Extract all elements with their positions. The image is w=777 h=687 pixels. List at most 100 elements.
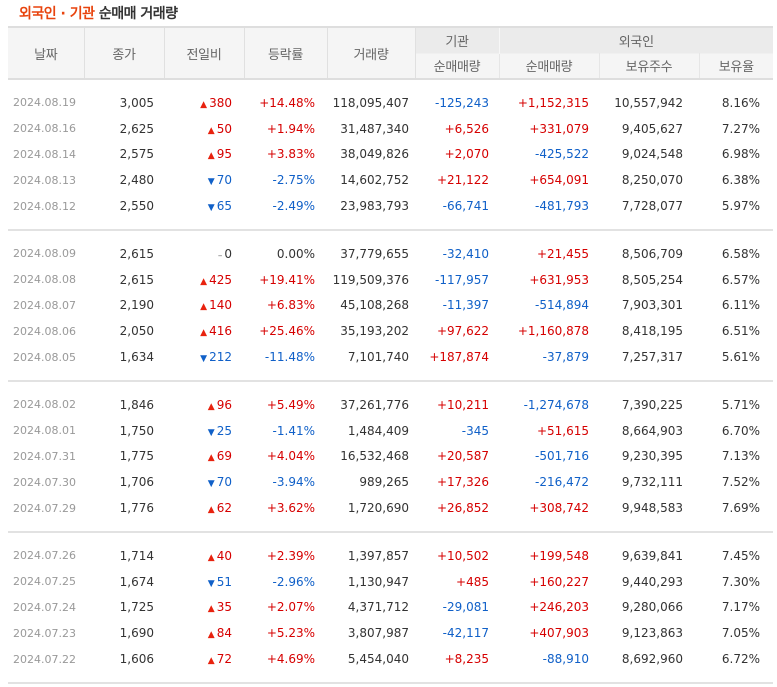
- cell-date-value: 2024.08.05: [13, 350, 76, 364]
- cell-foreign-net: +331,079: [499, 116, 599, 142]
- cell-date-value: 2024.08.09: [13, 247, 76, 261]
- cell-volume: 23,983,793: [327, 193, 415, 219]
- cell-inst-net-value: +2,070: [444, 147, 489, 162]
- cell-date-value: 2024.07.31: [13, 449, 76, 463]
- cell-foreign-net: -481,793: [499, 193, 599, 219]
- cell-date-value: 2024.07.29: [13, 501, 76, 515]
- cell-inst-net: +6,526: [415, 116, 499, 142]
- cell-foreign-ratio: 6.70%: [699, 418, 773, 444]
- cell-volume: 118,095,407: [327, 90, 415, 116]
- cell-date: 2024.07.30: [8, 469, 84, 495]
- cell-volume: 38,049,826: [327, 142, 415, 168]
- cell-volume: 37,779,655: [327, 241, 415, 267]
- col-header-foreign-net: 순매매량: [499, 52, 600, 80]
- cell-foreign-holdings-value: 7,728,077: [621, 199, 683, 214]
- cell-change-value: 40: [216, 548, 232, 563]
- cell-inst-net-value: -117,957: [435, 272, 489, 287]
- cell-foreign-net-value: -1,274,678: [523, 397, 589, 412]
- cell-volume-value: 5,454,040: [347, 652, 409, 667]
- triangle-up-icon: ▲: [207, 453, 215, 464]
- cell-foreign-ratio: 6.38%: [699, 167, 773, 193]
- cell-rate-value: 0.00%: [276, 246, 315, 261]
- cell-rate: +3.62%: [244, 495, 327, 521]
- cell-close: 2,615: [84, 267, 164, 293]
- cell-close-value: 1,674: [119, 574, 154, 589]
- cell-inst-net: -125,243: [415, 90, 499, 116]
- table-row: 2024.08.02 1,846 ▲ 96 +5.49% 37,261,776 +10,21…: [8, 392, 773, 418]
- cell-inst-net-value: -11,397: [442, 298, 489, 313]
- cell-foreign-net: +631,953: [499, 267, 599, 293]
- cell-close-value: 1,606: [119, 652, 154, 667]
- triangle-up-icon: ▲: [207, 125, 215, 136]
- cell-date: 2024.08.02: [8, 392, 84, 418]
- cell-rate: +1.94%: [244, 116, 327, 142]
- cell-foreign-holdings: 7,390,225: [599, 392, 699, 418]
- cell-close: 1,750: [84, 418, 164, 444]
- cell-close: 2,575: [84, 142, 164, 168]
- cell-rate-value: -2.96%: [272, 574, 315, 589]
- cell-rate-value: +2.39%: [266, 548, 315, 563]
- cell-date: 2024.07.23: [8, 620, 84, 646]
- cell-close-value: 1,706: [119, 475, 154, 490]
- table-row: 2024.08.06 2,050 ▲ 416 +25.46% 35,193,202 +97,…: [8, 318, 773, 344]
- cell-foreign-net-value: -216,472: [535, 475, 589, 490]
- cell-foreign-holdings: 7,257,317: [599, 344, 699, 370]
- cell-change: ▲ 95: [164, 142, 244, 168]
- cell-change-value: 425: [209, 272, 232, 287]
- cell-foreign-holdings: 9,123,863: [599, 620, 699, 646]
- cell-inst-net: +26,852: [415, 495, 499, 521]
- cell-change: ▲ 72: [164, 646, 244, 672]
- cell-date: 2024.07.29: [8, 495, 84, 521]
- cell-inst-net-value: +6,526: [444, 121, 489, 136]
- cell-close: 2,190: [84, 293, 164, 319]
- cell-foreign-holdings: 8,250,070: [599, 167, 699, 193]
- cell-close: 2,550: [84, 193, 164, 219]
- cell-inst-net-value: +26,852: [436, 501, 489, 516]
- cell-foreign-net: +160,227: [499, 569, 599, 595]
- cell-rate: +5.23%: [244, 620, 327, 646]
- cell-foreign-holdings-value: 9,639,841: [621, 548, 683, 563]
- cell-foreign-ratio-value: 7.45%: [721, 548, 761, 563]
- table-row: 2024.07.24 1,725 ▲ 35 +2.07% 4,371,712 -29,081…: [8, 595, 773, 621]
- cell-close: 1,674: [84, 569, 164, 595]
- cell-close-value: 1,750: [119, 423, 154, 438]
- cell-date: 2024.08.07: [8, 293, 84, 319]
- cell-volume-value: 45,108,268: [340, 298, 409, 313]
- cell-foreign-ratio: 6.98%: [699, 142, 773, 168]
- cell-inst-net: +17,326: [415, 469, 499, 495]
- cell-foreign-net-value: +631,953: [529, 272, 589, 287]
- cell-change: ▼ 65: [164, 193, 244, 219]
- cell-date: 2024.07.26: [8, 543, 84, 569]
- cell-foreign-ratio: 7.05%: [699, 620, 773, 646]
- cell-date-value: 2024.07.26: [13, 549, 76, 563]
- cell-volume-value: 4,371,712: [347, 600, 409, 615]
- cell-close: 3,005: [84, 90, 164, 116]
- cell-foreign-holdings: 9,732,111: [599, 469, 699, 495]
- cell-volume-value: 14,602,752: [340, 173, 409, 188]
- cell-rate: -2.96%: [244, 569, 327, 595]
- cell-change-value: 51: [216, 574, 232, 589]
- cell-volume: 35,193,202: [327, 318, 415, 344]
- cell-foreign-net-value: +51,615: [536, 423, 589, 438]
- cell-close-value: 1,775: [119, 449, 154, 464]
- cell-volume: 5,454,040: [327, 646, 415, 672]
- cell-date-value: 2024.08.14: [13, 147, 76, 161]
- table-body: 2024.08.19 3,005 ▲ 380 +14.48% 118,095,407 -12…: [8, 79, 774, 685]
- cell-foreign-ratio-value: 6.58%: [721, 246, 761, 261]
- table-row: 2024.08.14 2,575 ▲ 95 +3.83% 38,049,826 +2,070…: [8, 142, 773, 168]
- cell-foreign-ratio-value: 5.71%: [721, 397, 761, 412]
- cell-foreign-net: -216,472: [499, 469, 599, 495]
- triangle-down-icon: ▼: [207, 578, 215, 589]
- cell-volume: 1,130,947: [327, 569, 415, 595]
- cell-foreign-ratio-value: 7.30%: [721, 574, 761, 589]
- cell-close-value: 1,846: [119, 397, 154, 412]
- cell-rate: +14.48%: [244, 90, 327, 116]
- cell-volume-value: 38,049,826: [340, 147, 409, 162]
- cell-change-value: 25: [216, 423, 232, 438]
- cell-date: 2024.07.22: [8, 646, 84, 672]
- cell-rate-value: +1.94%: [266, 121, 315, 136]
- cell-rate-value: -2.49%: [272, 199, 315, 214]
- cell-foreign-net: +654,091: [499, 167, 599, 193]
- cell-inst-net-value: -345: [461, 423, 489, 438]
- cell-foreign-ratio: 7.30%: [699, 569, 773, 595]
